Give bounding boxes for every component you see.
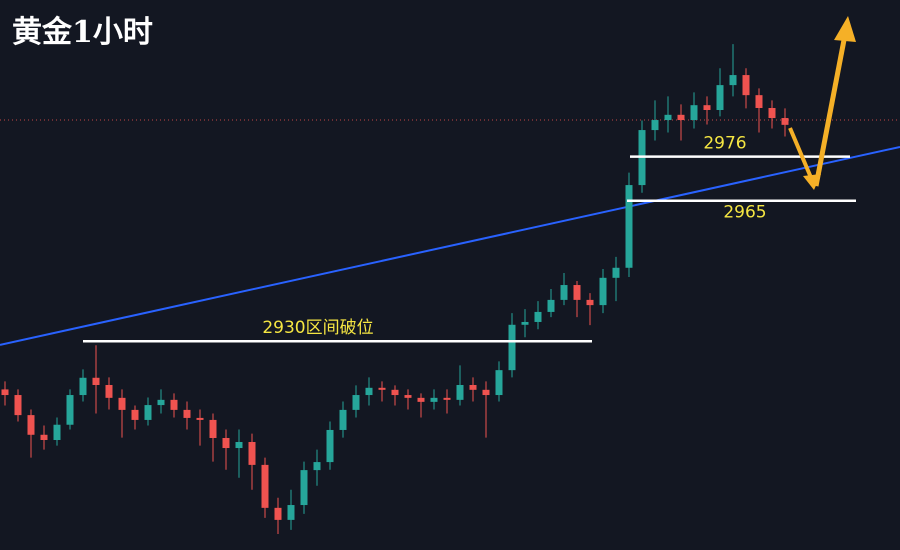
candle-body bbox=[300, 470, 308, 506]
candle-body bbox=[586, 299, 594, 306]
candle-body bbox=[664, 114, 672, 121]
candle-body bbox=[40, 434, 48, 440]
candle-body bbox=[430, 397, 438, 402]
arrow-up-shaft bbox=[813, 39, 847, 187]
candle-body bbox=[534, 311, 542, 322]
candle-body bbox=[612, 267, 620, 278]
level-label: 2930区间破位 bbox=[262, 318, 373, 338]
candle-body bbox=[170, 399, 178, 410]
candle-body bbox=[560, 285, 568, 300]
chart-title: 黄金1小时 bbox=[12, 15, 153, 50]
candle-body bbox=[443, 397, 451, 400]
candle-body bbox=[235, 442, 243, 449]
candle-body bbox=[742, 75, 750, 96]
candle-body bbox=[79, 377, 87, 396]
candle-body bbox=[547, 299, 555, 312]
candle-body bbox=[14, 395, 22, 416]
candle-body bbox=[274, 507, 282, 520]
candle-body bbox=[183, 409, 191, 418]
candle-body bbox=[339, 409, 347, 430]
candle-body bbox=[482, 389, 490, 396]
candle-body bbox=[27, 415, 35, 435]
candle-body bbox=[248, 442, 256, 465]
arrow-down-shaft bbox=[788, 127, 814, 181]
candle-body bbox=[1, 389, 9, 396]
candle-body bbox=[118, 397, 126, 410]
candle-body bbox=[53, 424, 61, 440]
candle-body bbox=[313, 462, 321, 471]
candle-body bbox=[157, 399, 165, 406]
candle-body bbox=[196, 417, 204, 420]
trend-line bbox=[0, 145, 900, 346]
candle-body bbox=[222, 437, 230, 449]
candle-body bbox=[690, 105, 698, 121]
candle-body bbox=[144, 405, 152, 420]
candle-body bbox=[261, 464, 269, 508]
candle-body bbox=[768, 107, 776, 119]
candle-body bbox=[66, 395, 74, 425]
arrow-up-head bbox=[834, 16, 856, 42]
candle-body bbox=[326, 429, 334, 463]
forecast-arrow bbox=[788, 16, 856, 190]
candle-body bbox=[456, 385, 464, 400]
candle-body bbox=[729, 75, 737, 86]
candle-body bbox=[703, 105, 711, 110]
candle-body bbox=[131, 409, 139, 420]
candle-body bbox=[716, 85, 724, 110]
candle-body bbox=[781, 118, 789, 125]
level-label: 2976 bbox=[703, 134, 746, 154]
candle-body bbox=[378, 387, 386, 390]
candle-body bbox=[365, 387, 373, 396]
candle-body bbox=[573, 285, 581, 300]
candle-body bbox=[105, 385, 113, 398]
level-label: 2965 bbox=[723, 203, 766, 223]
candle-body bbox=[404, 395, 412, 398]
candle-body bbox=[625, 185, 633, 268]
candle-body bbox=[599, 277, 607, 306]
candle-body bbox=[495, 370, 503, 396]
candle-body bbox=[651, 120, 659, 131]
candle-body bbox=[521, 321, 529, 325]
candle-body bbox=[352, 395, 360, 410]
candle-body bbox=[469, 385, 477, 390]
candle-body bbox=[677, 114, 685, 121]
candle-body bbox=[508, 324, 516, 371]
candle-body bbox=[755, 95, 763, 108]
plot-area: 2976 2965 2930区间破位 bbox=[0, 44, 900, 534]
candle-body bbox=[209, 419, 217, 438]
candle-body bbox=[92, 377, 100, 385]
candle-body bbox=[417, 397, 425, 402]
candle-body bbox=[391, 389, 399, 396]
candle-body bbox=[287, 505, 295, 520]
